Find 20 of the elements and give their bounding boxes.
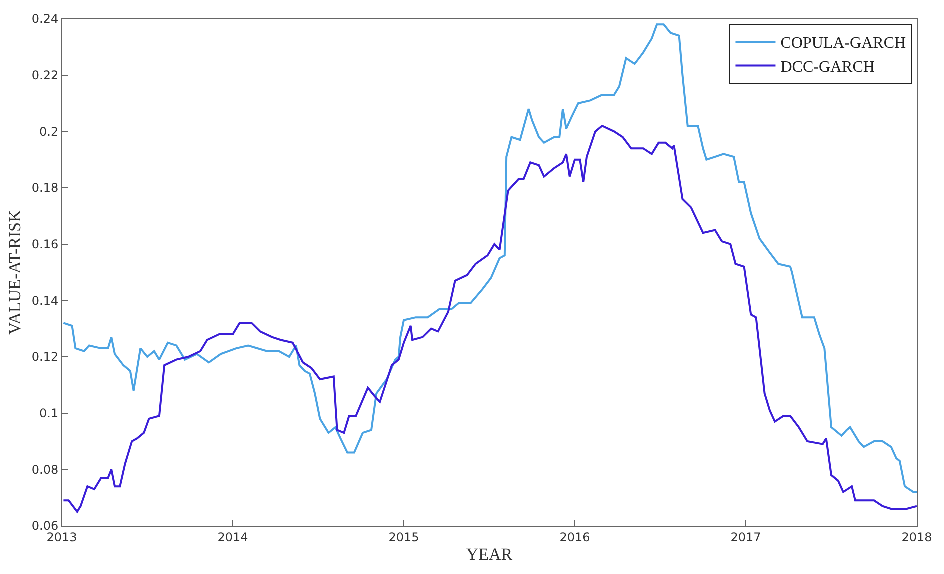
y-tick-label: 0.1 [40, 406, 59, 421]
y-tick-label: 0.18 [32, 181, 59, 196]
legend-label: DCC-GARCH [780, 59, 876, 76]
y-tick-label: 0.2 [40, 124, 59, 139]
y-axis-title: VALUE-AT-RISK [5, 209, 24, 335]
x-tick-label: 2016 [560, 530, 590, 544]
x-tick-label: 2018 [902, 530, 932, 544]
y-tick-label: 0.16 [32, 238, 59, 252]
legend-label: COPULA-GARCH [780, 35, 907, 52]
x-tick-label: 2015 [388, 530, 420, 544]
x-axis-title: YEAR [466, 544, 514, 564]
y-tick-label: 0.24 [32, 12, 59, 26]
y-tick-label: 0.08 [32, 462, 59, 477]
x-tick-label: 2017 [730, 530, 762, 544]
line-series [62, 24, 917, 494]
line-series [62, 125, 917, 513]
y-tick-label: 0.12 [32, 350, 59, 364]
y-tick-label: 0.22 [32, 68, 59, 83]
y-tick-label: 0.14 [32, 294, 59, 308]
x-tick-label: 2014 [218, 530, 248, 544]
